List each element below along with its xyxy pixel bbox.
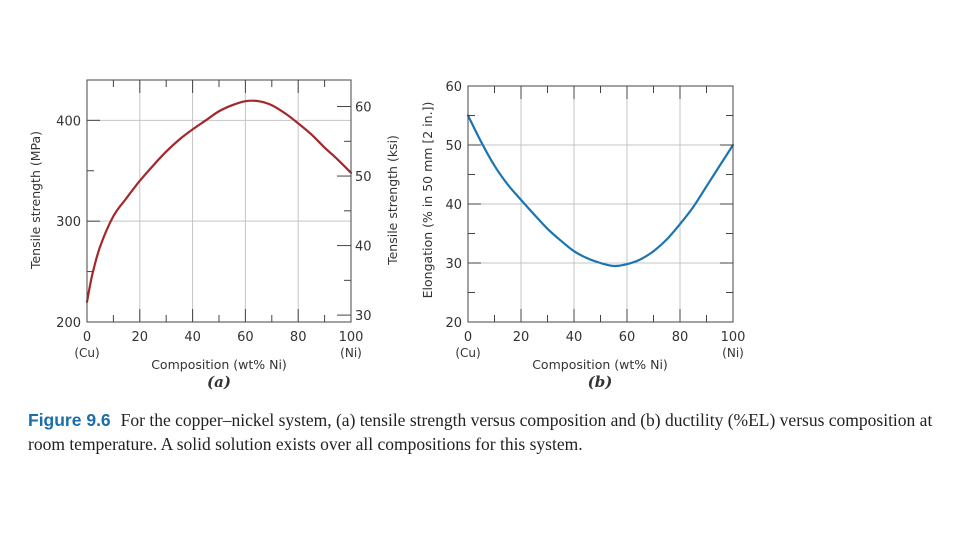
x-tick-label: 80 (672, 330, 689, 345)
x-end-label-ni: (Ni) (722, 346, 744, 360)
x-tick-label: 100 (721, 330, 746, 345)
x-tick-label: 40 (184, 330, 201, 345)
caption-text: For the copper–nickel system, (a) tensil… (28, 410, 933, 454)
y-axis-label-b: Elongation (% in 50 mm [2 in.]) (420, 102, 435, 299)
y-right-tick-label: 50 (355, 170, 372, 185)
y-right-axis-label-a: Tensile strength (ksi) (385, 135, 400, 266)
y-right-tick-label: 60 (355, 101, 372, 116)
series-line (466, 114, 735, 268)
x-tick-label: 80 (290, 330, 307, 345)
series-line (85, 99, 353, 303)
x-tick-label: 0 (83, 330, 91, 345)
panel-a: 0 20 40 60 80 100 (Cu) (Ni) 200 300 400 30 40 50 60 Co… (28, 79, 400, 391)
y-axis-label-a: Tensile strength (MPa) (28, 131, 43, 270)
y-right-tick-label: 40 (355, 240, 372, 255)
x-end-label-ni: (Ni) (340, 346, 362, 360)
x-axis-label-b: Composition (wt% Ni) (532, 357, 668, 372)
x-tick-label: 40 (566, 330, 583, 345)
x-tick-label: 60 (619, 330, 636, 345)
grid-b (468, 86, 733, 322)
plot-frame-a (86, 79, 352, 323)
y-tick-label: 300 (56, 215, 81, 230)
x-tick-label: 60 (237, 330, 254, 345)
figure-label: Figure 9.6 (28, 410, 111, 430)
panel-label-b: (b) (588, 373, 613, 391)
y-tick-label: 30 (445, 257, 462, 272)
x-tick-label: 20 (132, 330, 149, 345)
x-tick-label: 100 (339, 330, 364, 345)
y-tick-label: 40 (445, 198, 462, 213)
x-end-label-cu: (Cu) (74, 346, 99, 360)
y-tick-label: 200 (56, 316, 81, 331)
panel-label-a: (a) (207, 373, 231, 391)
figure-caption: Figure 9.6 For the copper–nickel system, … (28, 408, 933, 456)
x-tick-label: 0 (464, 330, 472, 345)
y-tick-label: 60 (445, 80, 462, 95)
y-tick-label: 50 (445, 139, 462, 154)
grid-a (87, 80, 351, 322)
y-right-tick-label: 30 (355, 309, 372, 324)
y-tick-label: 400 (56, 114, 81, 129)
x-axis-label-a: Composition (wt% Ni) (151, 357, 287, 372)
x-tick-label: 20 (513, 330, 530, 345)
series-a (85, 99, 353, 303)
y-tick-label: 20 (445, 316, 462, 331)
x-end-label-cu: (Cu) (455, 346, 480, 360)
series-b (466, 114, 735, 268)
ticks-a: 0 20 40 60 80 100 (Cu) (Ni) 200 300 400 30 40 50 60 (56, 80, 372, 360)
